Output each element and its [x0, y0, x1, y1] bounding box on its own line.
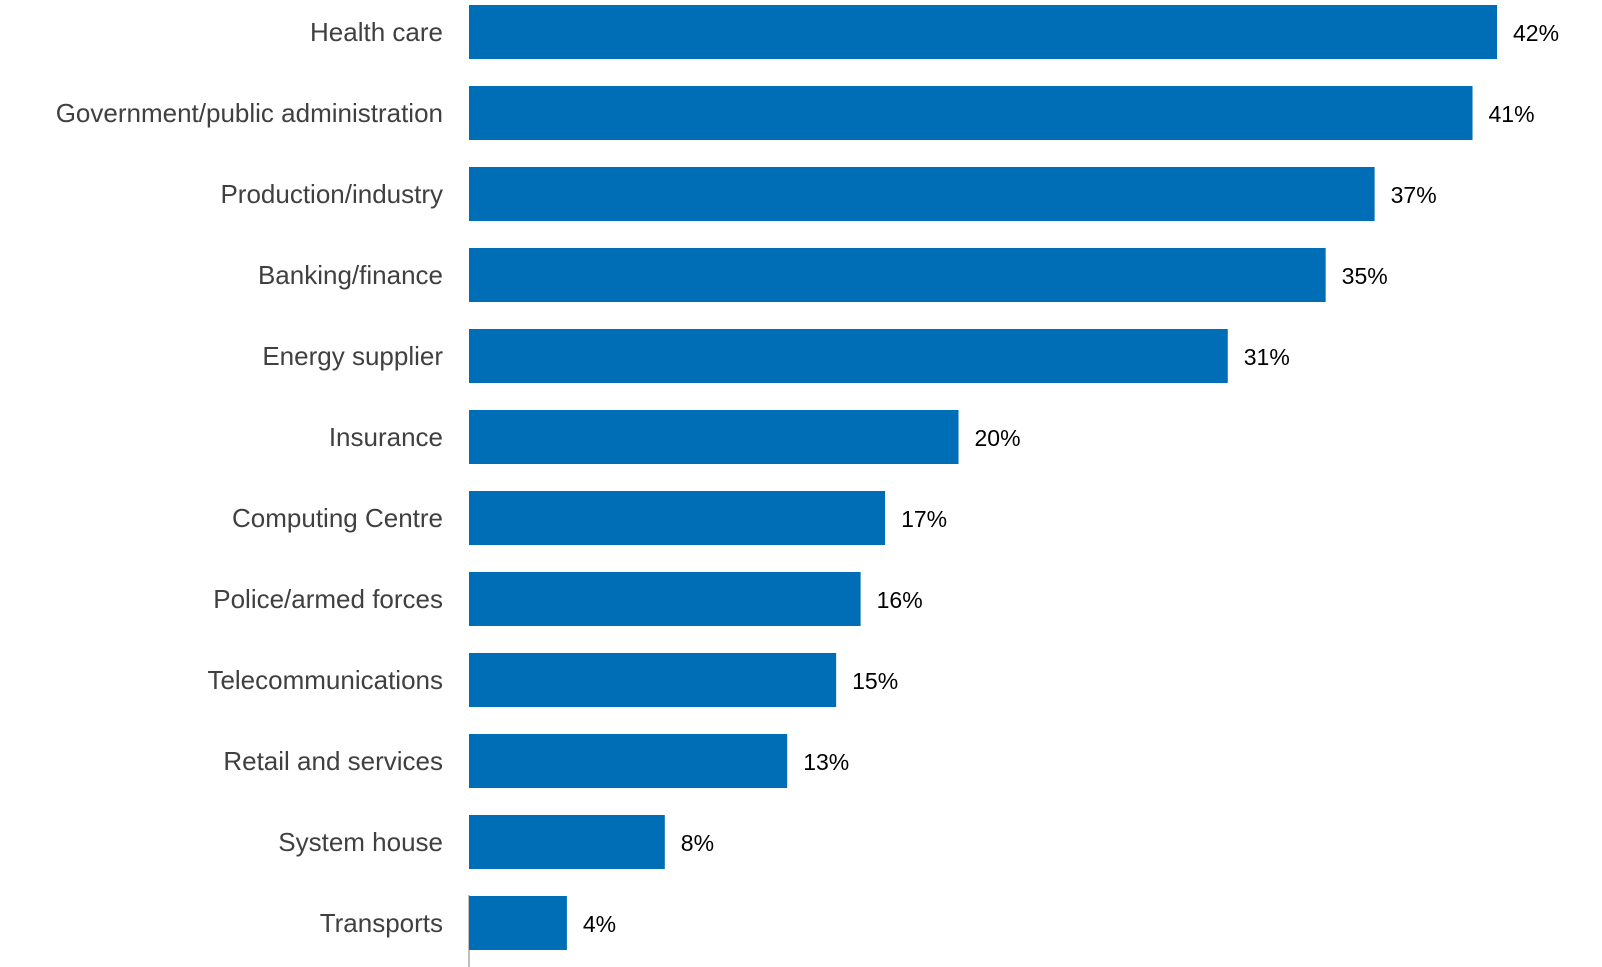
value-label: 15%: [852, 668, 898, 694]
category-label: Insurance: [329, 422, 443, 452]
category-labels-group: Health care Government/public administrat…: [56, 17, 444, 938]
category-label: System house: [278, 827, 443, 857]
value-label: 13%: [803, 749, 849, 775]
value-label: 20%: [975, 425, 1021, 451]
value-label: 42%: [1513, 20, 1559, 46]
category-label: Banking/finance: [258, 260, 443, 290]
category-label: Computing Centre: [232, 503, 443, 533]
bar-7: [469, 572, 861, 626]
bar-5: [469, 410, 959, 464]
bar-9: [469, 734, 788, 788]
category-label: Production/industry: [220, 179, 443, 209]
value-label: 4%: [583, 911, 616, 937]
value-label: 16%: [877, 587, 923, 613]
category-label: Health care: [310, 17, 443, 47]
bar-10: [469, 815, 665, 869]
bar-11: [469, 896, 567, 950]
category-label: Transports: [320, 908, 443, 938]
value-label: 8%: [681, 830, 714, 856]
bar-4: [469, 329, 1228, 383]
category-label: Energy supplier: [262, 341, 443, 371]
bar-1: [469, 86, 1473, 140]
category-label: Police/armed forces: [213, 584, 443, 614]
bar-2: [469, 167, 1375, 221]
value-label: 35%: [1342, 263, 1388, 289]
value-label: 37%: [1391, 182, 1437, 208]
category-label: Telecommunications: [207, 665, 443, 695]
category-label: Government/public administration: [56, 98, 443, 128]
bars-group: [469, 5, 1497, 950]
value-labels-group: 42% 41% 37% 35% 31% 20% 17% 16% 15% 13% 8% 4%: [583, 20, 1559, 937]
bar-3: [469, 248, 1326, 302]
bar-0: [469, 5, 1497, 59]
bar-8: [469, 653, 837, 707]
value-label: 41%: [1489, 101, 1535, 127]
value-label: 31%: [1244, 344, 1290, 370]
value-label: 17%: [901, 506, 947, 532]
category-label: Retail and services: [223, 746, 443, 776]
bar-6: [469, 491, 886, 545]
